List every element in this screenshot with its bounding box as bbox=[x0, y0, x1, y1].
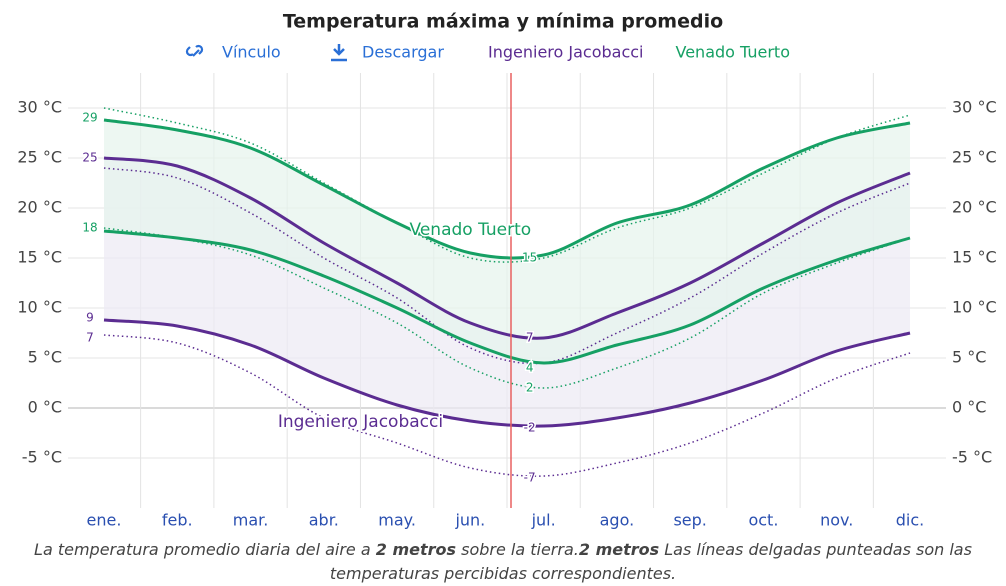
caption-bold: 2 metros bbox=[375, 540, 457, 559]
series-annotation: Ingeniero Jacobacci bbox=[278, 412, 443, 432]
y-tick-label: 15 °C bbox=[17, 248, 62, 267]
chart-title: Temperatura máxima y mínima promedio bbox=[283, 11, 723, 33]
x-tick-label: feb. bbox=[162, 511, 193, 530]
x-tick-label: dic. bbox=[896, 511, 924, 530]
caption-text: La temperatura promedio diaria del aire … bbox=[34, 540, 376, 559]
y-tick-label-right: 0 °C bbox=[952, 398, 986, 417]
feels-line bbox=[103, 107, 911, 263]
y-tick-label: 20 °C bbox=[17, 198, 62, 217]
temperature-line bbox=[103, 118, 911, 260]
extreme-label: 29 bbox=[82, 111, 97, 125]
extreme-label: -7 bbox=[524, 471, 536, 485]
extreme-label: 7 bbox=[86, 331, 94, 345]
download-text: Descargar bbox=[362, 43, 444, 62]
download-icon bbox=[331, 44, 347, 62]
x-tick-label: ago. bbox=[600, 511, 635, 530]
feels-line bbox=[103, 167, 911, 365]
y-tick-label-right: 20 °C bbox=[952, 198, 997, 217]
chart: Temperatura máxima y mínima promedio Vín… bbox=[17, 11, 997, 530]
temperature-line bbox=[103, 156, 911, 340]
extreme-label: -2 bbox=[524, 421, 536, 435]
x-tick-label: mar. bbox=[233, 511, 269, 530]
y-tick-label-right: 30 °C bbox=[952, 98, 997, 117]
extreme-label: 2 bbox=[526, 381, 534, 395]
link-text: Vínculo bbox=[222, 43, 281, 62]
x-tick-label: oct. bbox=[748, 511, 778, 530]
x-tick-label: ene. bbox=[87, 511, 122, 530]
extreme-label: 18 bbox=[82, 221, 97, 235]
caption-bold: 2 metros bbox=[578, 540, 660, 559]
extreme-label: 4 bbox=[526, 361, 534, 375]
extreme-label: 4 bbox=[526, 361, 534, 375]
y-tick-label: 0 °C bbox=[28, 398, 62, 417]
y-tick-label-right: 5 °C bbox=[952, 348, 986, 367]
temperature-band bbox=[104, 120, 910, 364]
link-icon bbox=[185, 44, 204, 57]
y-tick-label-right: -5 °C bbox=[952, 448, 992, 467]
y-tick-label: 5 °C bbox=[28, 348, 62, 367]
download-button[interactable]: Descargar bbox=[331, 43, 444, 62]
x-tick-label: sep. bbox=[673, 511, 706, 530]
y-tick-label-right: 15 °C bbox=[952, 248, 997, 267]
legend-entry: Ingeniero Jacobacci bbox=[488, 43, 644, 62]
extreme-label: 7 bbox=[526, 331, 534, 345]
extreme-label: 15 bbox=[522, 251, 537, 265]
temperature-line bbox=[103, 318, 911, 428]
y-tick-label: 30 °C bbox=[17, 98, 62, 117]
x-tick-label: abr. bbox=[309, 511, 339, 530]
extreme-label: 9 bbox=[86, 311, 94, 325]
feels-line bbox=[103, 334, 911, 477]
caption-text: sobre la tierra. bbox=[456, 540, 579, 559]
y-tick-label-right: 25 °C bbox=[952, 148, 997, 167]
link-button[interactable]: Vínculo bbox=[185, 43, 281, 62]
x-tick-label: may. bbox=[378, 511, 416, 530]
x-tick-label: nov. bbox=[820, 511, 853, 530]
temperature-line bbox=[103, 229, 911, 365]
caption: La temperatura promedio diaria del aire … bbox=[23, 538, 983, 586]
temperature-band bbox=[104, 158, 910, 427]
legend-entry: Venado Tuerto bbox=[676, 43, 791, 62]
series-annotation: Venado Tuerto bbox=[410, 220, 532, 240]
y-tick-label: 25 °C bbox=[17, 148, 62, 167]
y-tick-label: 10 °C bbox=[17, 298, 62, 317]
caption-text: Las líneas delgadas punteadas son las te… bbox=[329, 540, 972, 583]
y-tick-label: -5 °C bbox=[22, 448, 62, 467]
x-tick-label: jul. bbox=[531, 511, 556, 530]
x-tick-label: jun. bbox=[454, 511, 485, 530]
y-tick-label-right: 10 °C bbox=[952, 298, 997, 317]
extreme-label: 25 bbox=[82, 151, 97, 165]
